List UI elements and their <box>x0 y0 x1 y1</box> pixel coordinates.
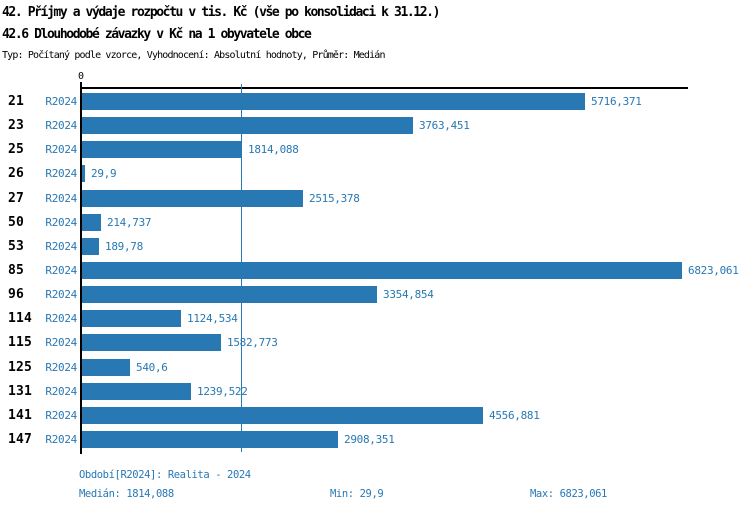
chart-row: 96 R2024 3354,854 <box>0 286 750 303</box>
row-period-label: R2024 <box>45 143 77 156</box>
chart-row: 27 R2024 2515,378 <box>0 190 750 207</box>
value-bar <box>82 383 191 400</box>
value-bar <box>82 286 377 303</box>
row-category-label: 26 <box>8 166 25 181</box>
chart-subtitle: 42.6 Dlouhodobé závazky v Kč na 1 obyvat… <box>2 27 312 42</box>
bar-value-label: 540,6 <box>136 361 168 374</box>
x-axis-zero-tick-label: 0 <box>77 71 85 82</box>
row-category-label: 125 <box>8 360 33 375</box>
chart-row: 26 R2024 29,9 <box>0 165 750 182</box>
chart-row: 25 R2024 1814,088 <box>0 141 750 158</box>
row-category-label: 27 <box>8 191 25 206</box>
row-category-label: 25 <box>8 142 25 157</box>
bar-value-label: 2908,351 <box>344 433 395 446</box>
plot-top-border <box>81 87 688 89</box>
bar-value-label: 189,78 <box>105 240 143 253</box>
bar-value-label: 3763,451 <box>419 119 470 132</box>
row-period-label: R2024 <box>45 361 77 374</box>
row-period-label: R2024 <box>45 433 77 446</box>
row-period-label: R2024 <box>45 167 77 180</box>
row-period-label: R2024 <box>45 216 77 229</box>
bar-value-label: 2515,378 <box>309 192 360 205</box>
row-category-label: 23 <box>8 118 25 133</box>
value-bar <box>82 214 101 231</box>
chart-row: 125 R2024 540,6 <box>0 359 750 376</box>
chart-row: 131 R2024 1239,522 <box>0 383 750 400</box>
value-bar <box>82 93 585 110</box>
value-bar <box>82 334 221 351</box>
bar-value-label: 6823,061 <box>688 264 739 277</box>
value-bar <box>82 359 130 376</box>
bar-value-label: 1814,088 <box>248 143 299 156</box>
value-bar <box>82 165 85 182</box>
value-bar <box>82 262 682 279</box>
footer-min-stat: Min: 29,9 <box>330 488 384 500</box>
row-category-label: 21 <box>8 94 25 109</box>
bar-value-label: 1124,534 <box>187 312 238 325</box>
y-axis-line <box>80 82 82 454</box>
bar-value-label: 214,737 <box>107 216 152 229</box>
value-bar <box>82 431 338 448</box>
value-bar <box>82 117 413 134</box>
chart-row: 23 R2024 3763,451 <box>0 117 750 134</box>
row-category-label: 96 <box>8 287 25 302</box>
row-category-label: 85 <box>8 263 25 278</box>
row-period-label: R2024 <box>45 409 77 422</box>
row-period-label: R2024 <box>45 336 77 349</box>
bar-value-label: 3354,854 <box>383 288 434 301</box>
footer-max-stat: Max: 6823,061 <box>530 488 607 500</box>
row-period-label: R2024 <box>45 385 77 398</box>
row-category-label: 147 <box>8 432 33 447</box>
bar-value-label: 5716,371 <box>591 95 642 108</box>
row-period-label: R2024 <box>45 240 77 253</box>
row-category-label: 141 <box>8 408 33 423</box>
row-period-label: R2024 <box>45 288 77 301</box>
chart-row: 85 R2024 6823,061 <box>0 262 750 279</box>
row-category-label: 131 <box>8 384 33 399</box>
value-bar <box>82 310 181 327</box>
footer-period-legend: Období[R2024]: Realita - 2024 <box>79 469 251 481</box>
row-category-label: 53 <box>8 239 25 254</box>
row-category-label: 50 <box>8 215 25 230</box>
value-bar <box>82 407 483 424</box>
row-period-label: R2024 <box>45 119 77 132</box>
chart-meta-line: Typ: Počítaný podle vzorce, Vyhodnocení:… <box>2 50 385 61</box>
chart-row: 114 R2024 1124,534 <box>0 310 750 327</box>
bar-value-label: 1582,773 <box>227 336 278 349</box>
footer-median-stat: Medián: 1814,088 <box>79 488 174 500</box>
chart-row: 147 R2024 2908,351 <box>0 431 750 448</box>
chart-row: 50 R2024 214,737 <box>0 214 750 231</box>
row-period-label: R2024 <box>45 264 77 277</box>
chart-row: 21 R2024 5716,371 <box>0 93 750 110</box>
row-period-label: R2024 <box>45 312 77 325</box>
row-category-label: 114 <box>8 311 33 326</box>
row-period-label: R2024 <box>45 192 77 205</box>
row-category-label: 115 <box>8 335 33 350</box>
chart-title: 42. Příjmy a výdaje rozpočtu v tis. Kč (… <box>2 5 440 20</box>
chart-row: 115 R2024 1582,773 <box>0 334 750 351</box>
bar-value-label: 29,9 <box>91 167 117 180</box>
chart-row: 141 R2024 4556,881 <box>0 407 750 424</box>
value-bar <box>82 141 242 158</box>
value-bar <box>82 190 303 207</box>
value-bar <box>82 238 99 255</box>
chart-row: 53 R2024 189,78 <box>0 238 750 255</box>
bar-value-label: 4556,881 <box>489 409 540 422</box>
row-period-label: R2024 <box>45 95 77 108</box>
bar-value-label: 1239,522 <box>197 385 248 398</box>
